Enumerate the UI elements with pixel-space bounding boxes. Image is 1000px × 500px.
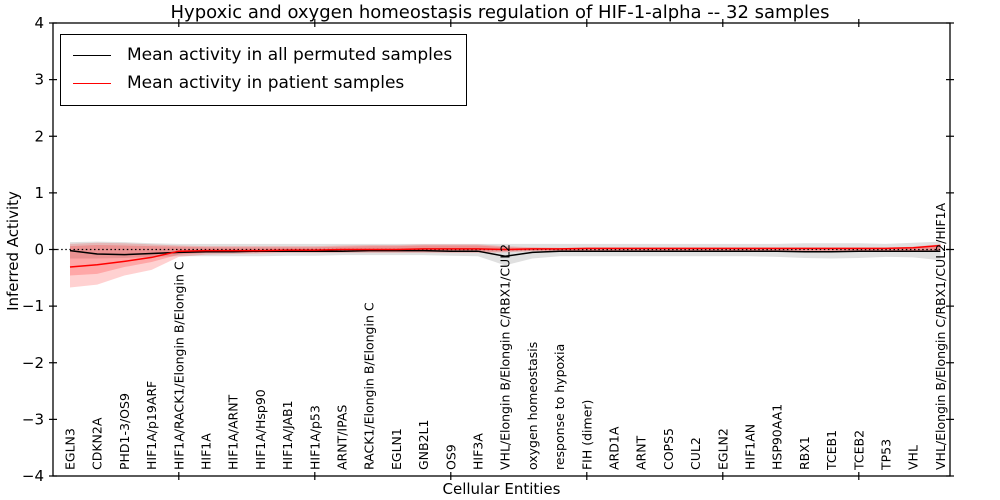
x-category-label: GNB2L1 — [416, 420, 431, 470]
band-permuted-range — [70, 241, 941, 266]
y-tick-label: 1 — [34, 184, 44, 202]
x-category-label: HIF1A — [199, 433, 214, 470]
x-category-label: RBX1 — [797, 436, 812, 470]
x-category-label: VHL — [906, 445, 921, 470]
y-tick-label: 3 — [34, 71, 44, 89]
x-category-label: CDKN2A — [90, 417, 105, 470]
x-category-label: OS9 — [443, 444, 458, 470]
band-patient-range-outer — [70, 242, 941, 288]
y-axis-label: Inferred Activity — [4, 191, 22, 311]
legend-line-permuted-swatch — [73, 54, 111, 56]
x-category-label: HIF1A/p19ARF — [144, 381, 159, 470]
x-category-label: ARD1A — [607, 426, 622, 470]
x-category-label: TCEB2 — [851, 430, 866, 471]
x-category-label: HIF1A/p53 — [307, 405, 322, 470]
x-category-label: response to hypoxia — [552, 344, 567, 470]
legend-label-patient: Mean activity in patient samples — [127, 73, 405, 93]
y-tick-label: −3 — [22, 410, 44, 428]
y-tick-label: −4 — [22, 467, 44, 485]
x-category-label: TCEB1 — [824, 430, 839, 471]
legend-entry-permuted: Mean activity in all permuted samples — [73, 41, 452, 69]
x-category-label: EGLN2 — [715, 428, 730, 470]
y-tick-label: 4 — [34, 14, 44, 32]
x-category-label: HIF1AN — [743, 424, 758, 470]
x-category-label: HIF3A — [471, 433, 486, 470]
x-axis-label: Cellular Entities — [442, 480, 561, 498]
x-category-label: VHL/Elongin B/Elongin C/RBX1/CUL2 — [498, 244, 513, 470]
x-category-label: VHL/Elongin B/Elongin C/RBX1/CUL2/HIF1A — [933, 202, 948, 470]
series-line-patient — [69, 244, 941, 268]
y-tick-label: 2 — [34, 127, 44, 145]
legend-label-permuted: Mean activity in all permuted samples — [127, 45, 453, 65]
chart-title: Hypoxic and oxygen homeostasis regulatio… — [170, 2, 830, 23]
x-category-label: oxygen homeostasis — [525, 342, 540, 470]
x-category-label: FIH (dimer) — [579, 400, 594, 470]
x-category-label: ARNT/IPAS — [335, 405, 350, 470]
legend: Mean activity in all permuted samples Me… — [60, 34, 468, 106]
x-category-label: PHD1-3/OS9 — [117, 393, 132, 470]
y-tick-label: −1 — [22, 297, 44, 315]
x-category-label: RACK1/Elongin B/Elongin C — [362, 302, 377, 470]
y-tick-label: 0 — [34, 241, 44, 259]
x-category-label: CUL2 — [688, 437, 703, 470]
legend-line-patient-swatch — [73, 82, 111, 84]
x-category-label: TP53 — [879, 439, 894, 471]
x-category-label: HIF1A/ARNT — [226, 394, 241, 470]
x-category-label: ARNT — [634, 435, 649, 470]
x-category-label: EGLN1 — [389, 428, 404, 470]
x-category-label: HIF1A/JAB1 — [280, 400, 295, 470]
legend-entry-patient: Mean activity in patient samples — [73, 69, 452, 97]
x-category-label: HIF1A/RACK1/Elongin B/Elongin C — [171, 261, 186, 470]
x-category-label: EGLN3 — [63, 428, 78, 470]
series-line-permuted — [69, 249, 941, 258]
y-tick-label: −2 — [22, 354, 44, 372]
x-category-label: COPS5 — [661, 428, 676, 470]
band-patient-range-inner — [70, 244, 941, 276]
x-category-label: HSP90AA1 — [770, 404, 785, 470]
x-category-label: HIF1A/Hsp90 — [253, 389, 268, 470]
